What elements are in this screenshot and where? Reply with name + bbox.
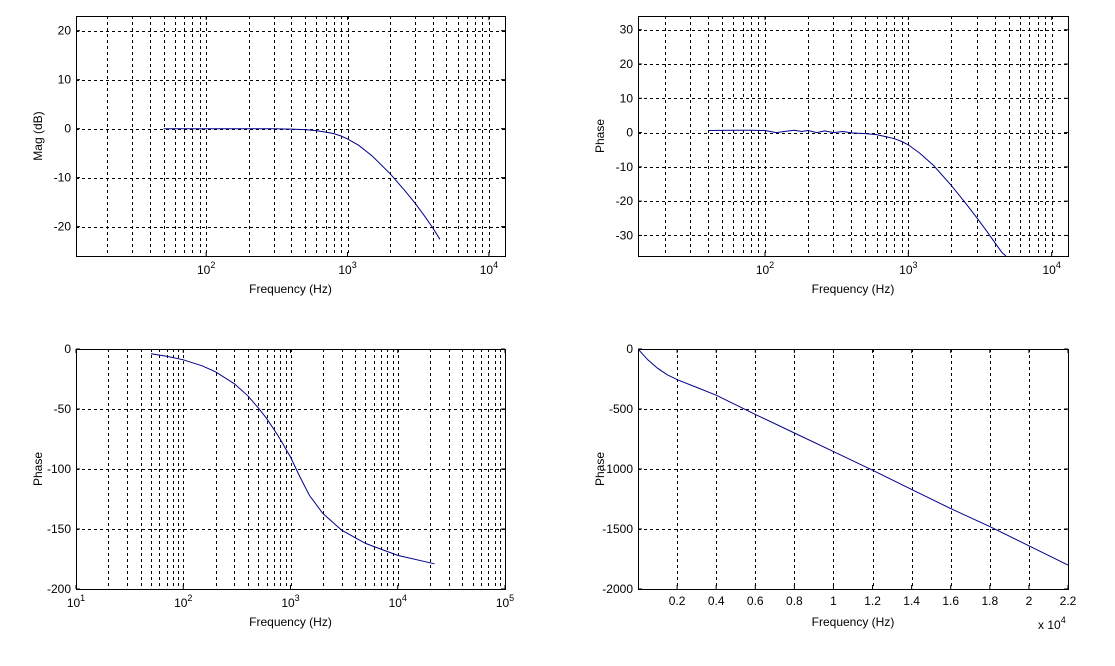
y-tick-label: 0: [626, 342, 633, 356]
x-axis-label: Frequency (Hz): [812, 615, 895, 629]
x-tick-label: 104: [480, 260, 498, 277]
x-tick-label: 102: [197, 260, 215, 277]
y-tick-label: 20: [58, 24, 72, 38]
y-tick-label: -100: [47, 462, 71, 476]
x-axis-label: Frequency (Hz): [249, 282, 332, 296]
y-tick-label: -50: [54, 402, 72, 416]
y-tick-label: -30: [616, 228, 634, 242]
x-tick-label: 1: [830, 594, 837, 608]
x-tick-label: 0.4: [708, 594, 725, 608]
series-line-1: [163, 128, 441, 240]
y-tick-label: -500: [609, 402, 633, 416]
chart-panel-4: 0.2 0.4 0.6 0.8 1 1.2 1.4 1.6 1.8 2 2.2 -2000 -1500 -…: [593, 342, 1077, 632]
series-line-1: [638, 349, 1068, 566]
y-tick-label: 10: [58, 73, 72, 87]
x-tick-label: 2: [1026, 594, 1033, 608]
x-tick-label: 104: [389, 593, 407, 610]
x-tick-label: 2.2: [1060, 594, 1077, 608]
x-tick-label: 0.6: [747, 594, 764, 608]
grid: [76, 16, 505, 256]
y-tick-label: -200: [47, 582, 71, 596]
x-tick-label: 103: [899, 260, 917, 277]
grid: [638, 349, 1068, 589]
x-tick-label: 101: [67, 593, 85, 610]
axes-box: [76, 16, 506, 257]
y-tick-label: -10: [54, 171, 72, 185]
chart-panel-3: 101 102 103 104 105 -200 -150 -100 -50 0 Frequency…: [31, 342, 514, 629]
x-tick-label: 102: [756, 260, 774, 277]
y-tick-label: 20: [620, 57, 634, 71]
y-tick-label: -2000: [602, 582, 633, 596]
y-tick-label: 0: [626, 126, 633, 140]
x-tick-label: 103: [281, 593, 299, 610]
x-tick-label: 0.2: [669, 594, 686, 608]
y-tick-label: -10: [616, 160, 634, 174]
y-tick-label: 0: [64, 122, 71, 136]
y-tick-label: 10: [620, 91, 634, 105]
y-axis-label: Mag (dB): [31, 111, 45, 160]
x-tick-label: 104: [1042, 260, 1060, 277]
x-axis-label: Frequency (Hz): [812, 282, 895, 296]
chart-panel-1: 102 103 104 -20 -10 0 10 20 Frequency (Hz) Mag (d…: [31, 16, 506, 296]
x-tick-label: 102: [174, 593, 192, 610]
x-tick-label: 1.8: [981, 594, 998, 608]
y-tick-label: -1500: [602, 522, 633, 536]
x-tick-label: 103: [338, 260, 356, 277]
x-axis-multiplier: x 104: [1038, 615, 1066, 632]
x-axis-label: Frequency (Hz): [249, 615, 332, 629]
grid: [76, 349, 505, 589]
y-tick-label: 0: [64, 342, 71, 356]
series-line-1: [707, 129, 1007, 256]
y-tick-label: -20: [54, 220, 72, 234]
x-tick-label: 0.8: [786, 594, 803, 608]
x-tick-label: 1.2: [864, 594, 881, 608]
y-axis-label: Phase: [31, 452, 45, 486]
y-tick-label: 30: [620, 23, 634, 37]
axes-box: [638, 16, 1069, 257]
x-tick-label: 1.4: [903, 594, 920, 608]
y-tick-label: -150: [47, 522, 71, 536]
series-line-1: [150, 353, 435, 565]
y-axis-label: Phase: [593, 119, 607, 153]
y-tick-label: -1000: [602, 462, 633, 476]
y-axis-label: Phase: [593, 452, 607, 486]
y-tick-label: -20: [616, 194, 634, 208]
grid: [638, 16, 1068, 256]
x-tick-label: 1.6: [942, 594, 959, 608]
chart-panel-2: 102 103 104 -30 -20 -10 0 10 20 30 Frequency (Hz) P…: [593, 16, 1069, 296]
x-tick-label: 105: [496, 593, 514, 610]
